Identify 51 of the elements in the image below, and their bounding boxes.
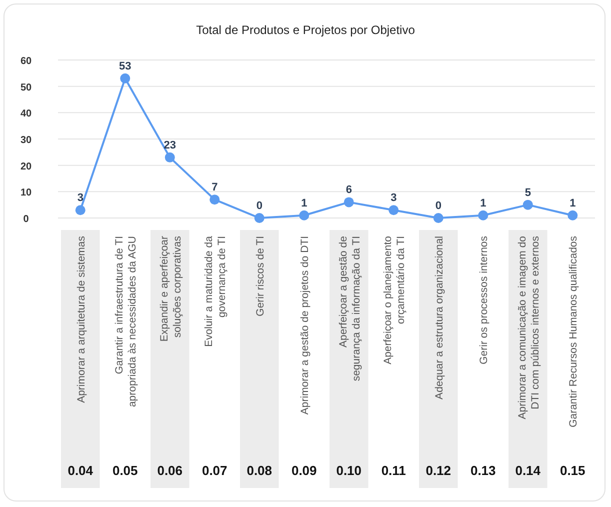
point	[254, 213, 264, 223]
text: 0.08	[246, 463, 272, 478]
point	[299, 210, 310, 220]
data-label: 0	[435, 200, 442, 212]
text: 0.15	[560, 463, 586, 478]
x-tick-label: Garantir a infraestrutura de TI apropriada às necessidades da AGU	[114, 236, 139, 408]
data-label: 23	[164, 139, 176, 152]
y-tick-label: 40	[20, 108, 32, 120]
point	[164, 152, 175, 162]
point	[478, 210, 488, 220]
data-label: 1	[480, 197, 486, 210]
x-tick-label: Gerir riscos de TI	[254, 236, 266, 316]
point	[522, 200, 533, 210]
text: 0.04	[68, 463, 94, 478]
text: 0.10	[336, 463, 362, 478]
text: 0.07	[202, 463, 228, 478]
text: 0.06	[157, 463, 183, 478]
point	[568, 210, 578, 220]
text: 0.12	[426, 463, 452, 478]
data-label: 6	[346, 184, 352, 196]
x-tick-label: Gerir os processos internos	[478, 236, 490, 364]
text: 0.14	[515, 463, 542, 478]
data-label: 5	[524, 186, 531, 199]
point	[120, 73, 130, 84]
y-tick-label: 50	[20, 82, 32, 94]
data-label: 1	[570, 197, 576, 210]
x-tick-label: Aprimorar a arquitetura de sistemas	[75, 236, 88, 403]
y-tick-label: 60	[20, 56, 32, 67]
data-label: 3	[390, 192, 397, 204]
text: 0.11	[381, 463, 406, 478]
y-tick-label: 10	[20, 188, 32, 199]
text: 0.13	[470, 463, 496, 478]
point	[433, 213, 444, 223]
chart-title: Total de Produtos e Projetos por Objetivo	[196, 23, 416, 37]
text: 0.05	[112, 463, 138, 478]
x-tick-label: Garantir Recursos Humanos qualificados	[568, 236, 580, 428]
data-label: 7	[212, 182, 218, 194]
text: 0.09	[291, 463, 317, 478]
x-tick-label: Aprimorar a gestão de projetos do DTI	[299, 236, 312, 415]
point	[344, 197, 354, 208]
data-label: 0	[256, 200, 262, 212]
y-tick-label: 0	[23, 214, 30, 225]
data-label: 3	[77, 192, 84, 204]
data-label: 1	[301, 197, 308, 210]
x-tick-label: Adequar a estrutura organizacional	[433, 236, 446, 400]
point	[210, 194, 220, 205]
point	[388, 205, 399, 216]
y-tick-label: 30	[20, 135, 32, 146]
point	[75, 205, 86, 216]
y-tick-label: 20	[20, 161, 32, 172]
data-label: 53	[119, 60, 132, 72]
